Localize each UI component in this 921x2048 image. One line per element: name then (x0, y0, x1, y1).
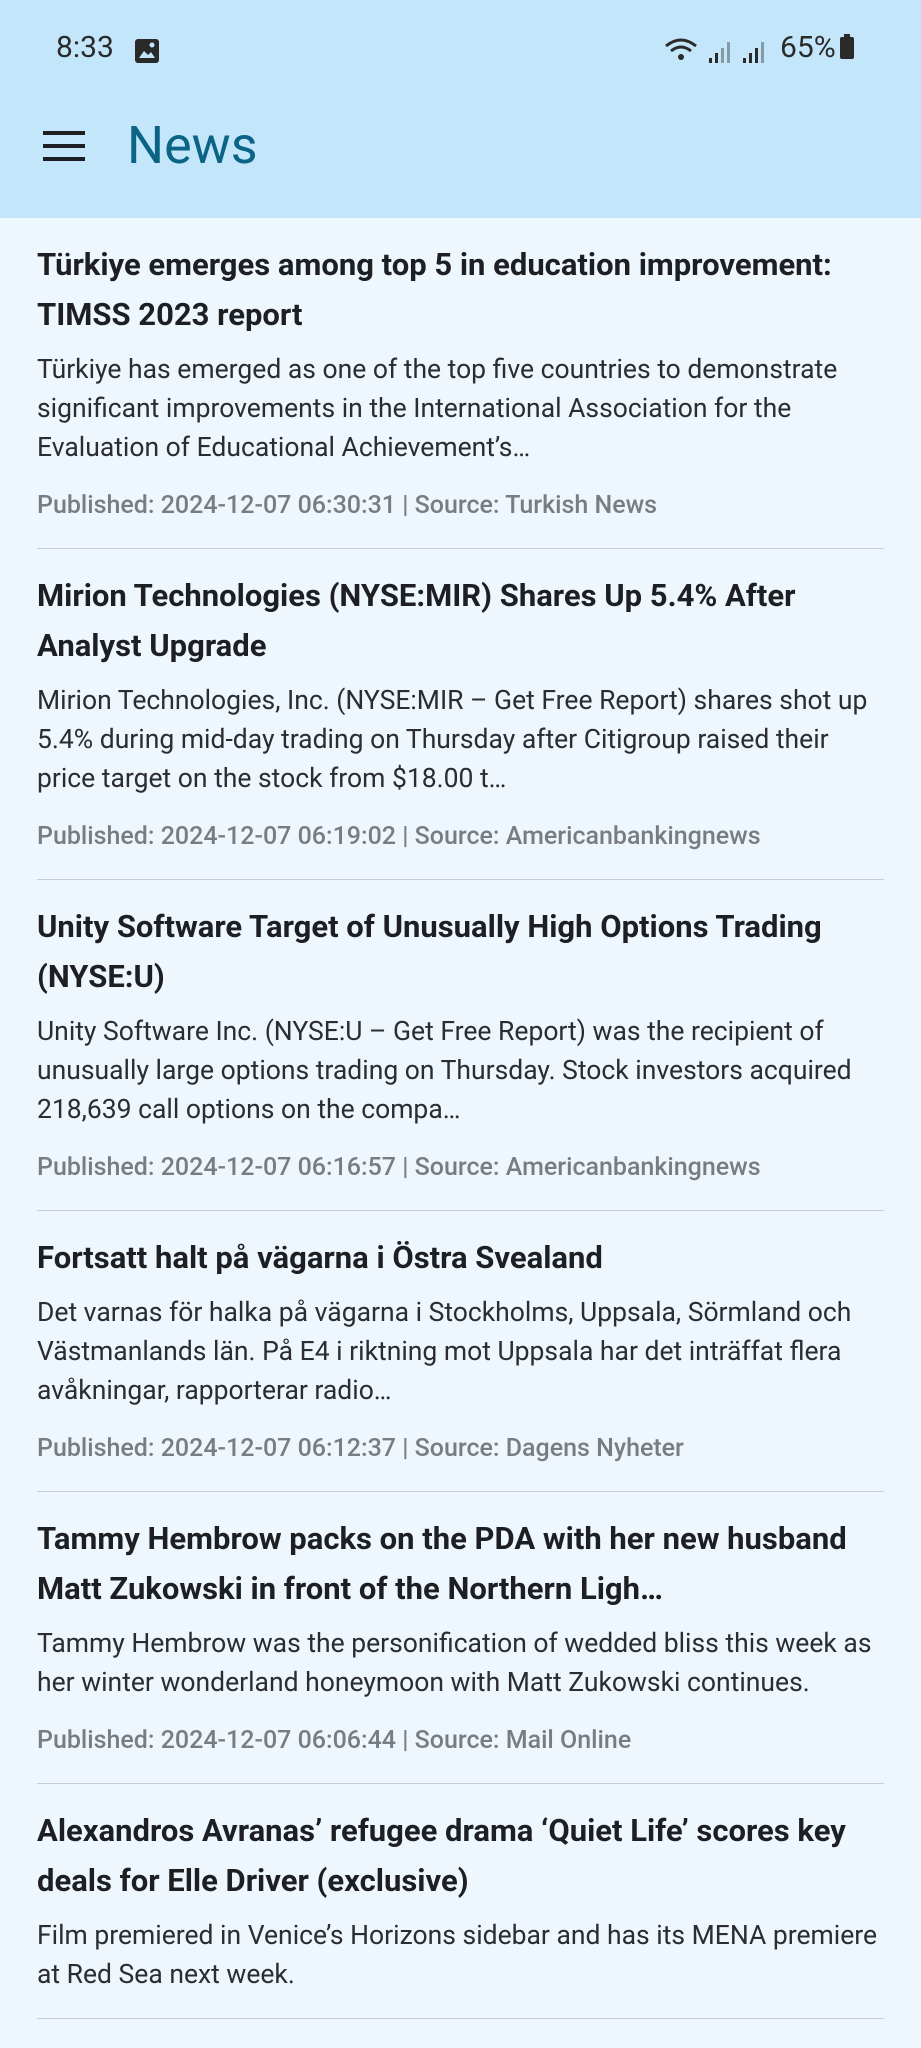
news-meta: Published: 2024-12-07 06:16:57 | Source:… (37, 1153, 761, 1182)
battery-text: 65% (780, 30, 836, 65)
news-description: Türkiye has emerged as one of the top fi… (37, 354, 838, 463)
app-title: News (127, 115, 258, 176)
status-time: 8:33 (56, 30, 114, 65)
news-title: Fortsatt halt på vägarna i Östra Svealan… (37, 1239, 603, 1276)
news-meta: Published: 2024-12-07 06:06:44 | Source:… (37, 1726, 632, 1755)
news-item[interactable]: Unity Software Target of Unusually High … (37, 880, 884, 1211)
news-item[interactable]: Alexandros Avranas’ refugee drama ‘Quiet… (37, 1784, 884, 2019)
gallery-icon (135, 39, 159, 63)
news-item[interactable]: Tammy Hembrow packs on the PDA with her … (37, 1492, 884, 1784)
news-description: Unity Software Inc. (NYSE:U – Get Free R… (37, 1016, 852, 1125)
news-description: Film premiered in Venice’s Horizons side… (37, 1920, 878, 1990)
news-meta: Published: 2024-12-07 06:19:02 | Source:… (37, 822, 761, 851)
news-item[interactable]: Türkiye emerges among top 5 in education… (37, 218, 884, 549)
battery-level: 65% (780, 30, 855, 65)
news-meta: Published: 2024-12-07 06:30:31 | Source:… (37, 491, 658, 520)
news-title: Türkiye emerges among top 5 in education… (37, 246, 832, 333)
app-header: 8:33 65% News (0, 0, 921, 218)
signal-icons (665, 38, 764, 63)
news-list: Türkiye emerges among top 5 in education… (0, 218, 921, 2019)
news-description: Mirion Technologies, Inc. (NYSE:MIR – Ge… (37, 685, 868, 794)
news-item[interactable]: Fortsatt halt på vägarna i Östra Svealan… (37, 1211, 884, 1492)
news-title: Alexandros Avranas’ refugee drama ‘Quiet… (37, 1812, 846, 1899)
news-item[interactable]: Mirion Technologies (NYSE:MIR) Shares Up… (37, 549, 884, 880)
news-title: Tammy Hembrow packs on the PDA with her … (37, 1520, 847, 1607)
news-description: Det varnas för halka på vägarna i Stockh… (37, 1297, 852, 1406)
battery-icon (839, 34, 854, 59)
news-description: Tammy Hembrow was the personification of… (37, 1628, 872, 1698)
news-title: Unity Software Target of Unusually High … (37, 908, 822, 995)
news-title: Mirion Technologies (NYSE:MIR) Shares Up… (37, 577, 796, 664)
news-meta: Published: 2024-12-07 06:12:37 | Source:… (37, 1434, 684, 1463)
menu-button[interactable] (43, 131, 85, 161)
